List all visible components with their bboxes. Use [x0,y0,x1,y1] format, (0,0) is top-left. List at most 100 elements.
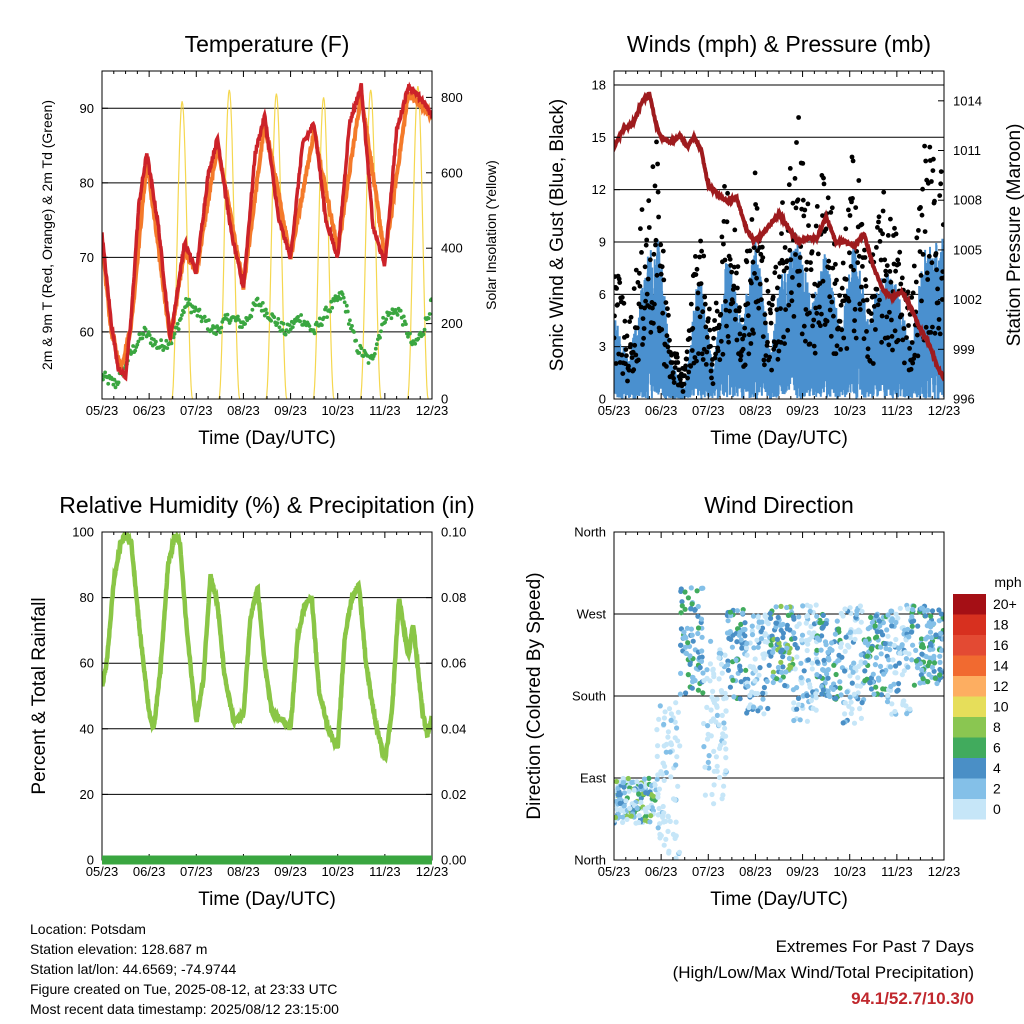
direction-point [682,606,688,612]
direction-point [842,711,848,717]
gust-point [700,357,706,362]
direction-point [847,629,854,635]
dewpoint-point [320,323,324,327]
temperature-plot-area [102,81,432,399]
direction-point [672,719,678,725]
gust-point [614,286,619,291]
direction-point [754,637,760,643]
direction-point [683,690,689,696]
gust-point [650,164,656,170]
direction-point [645,804,651,811]
gust-point [722,257,728,263]
gust-point [801,323,807,329]
winds-ytick-label: 0 [599,392,606,407]
gust-point [796,115,801,120]
gust-point [658,271,664,277]
direction-point [757,665,763,671]
gust-point [809,249,815,255]
speed-legend: mph 20+ 18 16 14 12 10 8 6 4 2 0 [953,574,1022,820]
direction-point [933,632,939,638]
direction-point [863,638,869,644]
relative-humidity-line [102,532,432,764]
direction-point [895,615,901,621]
direction-point [614,806,620,813]
direction-point [767,610,773,617]
gust-point [918,273,924,278]
humidity-xtick-label: 05/23 [86,864,119,879]
gust-point [639,207,645,213]
direction-point [887,687,894,694]
direction-point [819,691,825,697]
direction-point [617,800,623,807]
direction-point [705,759,711,766]
dewpoint-point [159,338,164,343]
direction-point [814,672,820,678]
direction-point [705,723,711,729]
gust-point [799,331,805,337]
direction-point [660,760,666,766]
gust-point [765,288,771,294]
gust-point [670,370,676,376]
direction-point [917,661,924,667]
direction-point [833,695,839,701]
direction-point [614,798,619,804]
direction-point [716,655,722,661]
station-info: Location: Potsdam Station elevation: 128… [30,919,339,1019]
direction-point [804,693,810,699]
dewpoint-point [324,305,328,310]
gust-point [928,330,934,335]
dewpoint-point [416,336,421,341]
gust-point [727,308,732,314]
direction-point [688,605,694,612]
winds-y2tick-label: 1005 [953,242,982,257]
direction-point [901,668,907,674]
direction-point [799,680,805,686]
temperature-title: Temperature (F) [185,31,350,57]
direction-point [792,666,798,672]
humidity-y2tick-label: 0.06 [441,656,466,671]
gust-point [922,143,927,149]
direction-point [758,636,765,642]
gust-point [909,340,915,345]
direction-point [778,659,784,665]
direction-point [760,690,766,696]
gust-point [857,307,863,312]
direction-point [698,585,705,592]
gust-point [790,275,795,280]
winds-xtick-label: 10/23 [833,403,866,418]
gust-point [828,333,834,339]
dewpoint-point [322,315,326,320]
direction-point [677,743,683,749]
gust-point [762,312,768,317]
direction-point [799,637,805,643]
direction-point [737,663,743,669]
direction-point [719,712,725,719]
direction-point [761,711,767,717]
gust-point [849,154,855,160]
direction-xtick-label: 12/23 [928,864,961,879]
direction-point [638,799,644,806]
direction-point [862,660,868,666]
direction-point [721,720,727,726]
gust-point [720,351,726,357]
gust-point [873,327,878,332]
direction-point [655,743,661,749]
direction-point [698,616,705,622]
direction-point [689,601,695,607]
dewpoint-point [413,341,418,346]
direction-point [840,720,846,726]
dewpoint-point [426,316,431,321]
gust-point [852,306,858,312]
dewpoint-point [357,351,362,355]
winds-ytick-label: 3 [599,339,606,354]
gust-point [923,324,929,330]
direction-point [909,657,915,663]
gust-point [927,144,933,150]
direction-point [672,797,678,803]
extremes-subheading: (High/Low/Max Wind/Total Precipitation) [672,963,974,982]
direction-point [825,688,831,694]
direction-point [775,614,781,621]
direction-point [800,693,807,699]
direction-point [813,695,819,701]
direction-point [890,657,896,663]
